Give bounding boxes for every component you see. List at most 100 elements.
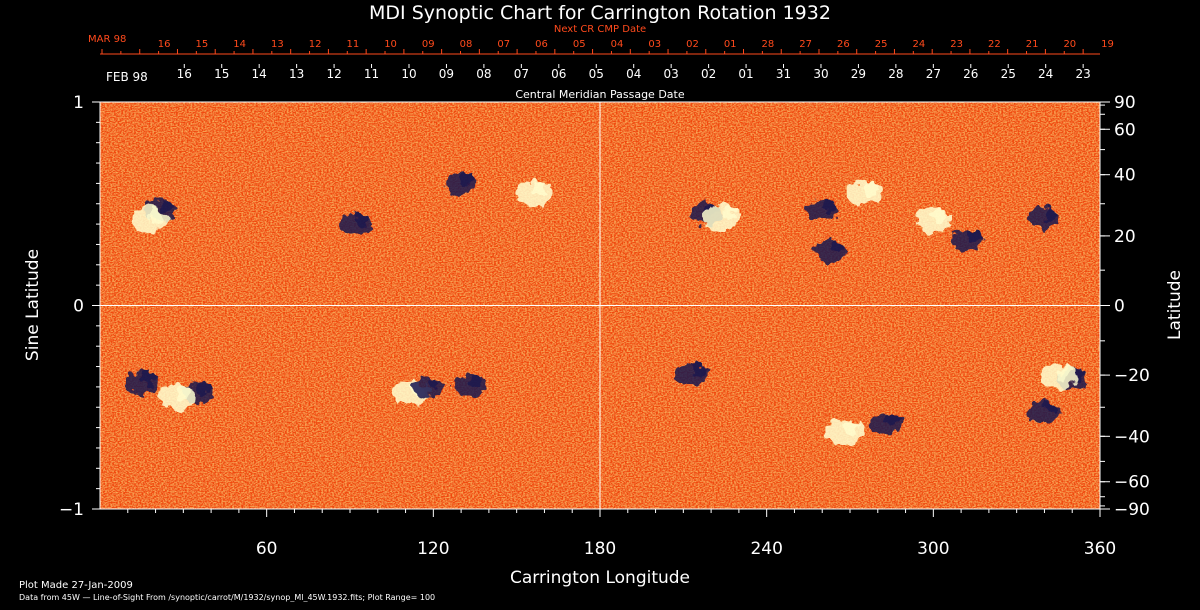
cmp-tick-label: 24 xyxy=(1038,67,1053,81)
x-tick-label: 60 xyxy=(256,539,278,559)
next-cr-axis: Next CR CMP Date MAR 98 16 15 14 13 12 11 10 09… xyxy=(88,24,1114,55)
y-right-tick-label: 90 xyxy=(1114,93,1136,113)
cmp-tick-label: 10 xyxy=(401,67,416,81)
y-right-tick-label: −90 xyxy=(1114,500,1150,520)
cmp-tick-label: 01 xyxy=(738,67,753,81)
cmp-tick-label: 29 xyxy=(851,67,866,81)
cmp-tick-label: 11 xyxy=(364,67,379,81)
next-cr-tick-label: 26 xyxy=(837,39,850,50)
magnetic-region-fragment xyxy=(197,382,210,396)
magnetic-region-positive xyxy=(845,180,883,207)
magnetic-region-fragment xyxy=(830,240,843,253)
next-cr-tick-label: 01 xyxy=(724,39,737,50)
y-left-axis-label: Sine Latitude xyxy=(23,249,43,361)
y-right-tick-label: 60 xyxy=(1114,120,1136,140)
magnetic-region-fragment xyxy=(886,413,899,426)
cmp-axis: FEB 98 16 15 14 13 12 11 10 09 08 07 06 05 04 03 02 01 3… xyxy=(106,64,1091,101)
magnetic-region-fragment xyxy=(966,230,979,243)
next-cr-tick-label: 24 xyxy=(913,39,926,50)
cmp-tick-label: 23 xyxy=(1076,67,1091,81)
magnetic-region-fragment xyxy=(1057,365,1072,380)
y-left-tick-label: −1 xyxy=(59,500,84,520)
next-cr-axis-title: Next CR CMP Date xyxy=(554,24,646,35)
next-cr-tick-label: 04 xyxy=(611,39,624,50)
magnetic-region-positive xyxy=(1040,363,1077,390)
next-cr-tick-label: 19 xyxy=(1101,39,1114,50)
magnetic-region-positive xyxy=(159,384,196,411)
next-cr-tick-label: 11 xyxy=(346,39,359,50)
y-right-tick-label: −40 xyxy=(1114,427,1150,447)
magnetic-region-positive xyxy=(131,207,169,234)
next-cr-tick-label: 09 xyxy=(422,39,435,50)
cmp-tick-label: 30 xyxy=(813,67,828,81)
next-cr-tick-label: 02 xyxy=(686,39,699,50)
cmp-tick-label: 26 xyxy=(963,67,978,81)
magnetic-region-fragment xyxy=(691,364,704,377)
magnetic-region-positive xyxy=(704,204,741,231)
y-right-tick-label: −60 xyxy=(1114,473,1150,493)
next-cr-tick-label: 16 xyxy=(158,39,171,50)
next-cr-start-label: MAR 98 xyxy=(88,34,126,45)
next-cr-tick-label: 05 xyxy=(573,39,586,50)
next-cr-tick-label: 07 xyxy=(497,39,510,50)
next-cr-tick-label: 28 xyxy=(762,39,775,50)
x-axis: 60 120 180 240 300 360 xyxy=(127,509,1116,559)
x-axis-label: Carrington Longitude xyxy=(510,568,690,588)
cmp-start-label: FEB 98 xyxy=(106,70,148,84)
y-right-tick-label: 20 xyxy=(1114,227,1136,247)
magnetic-region-fragment xyxy=(1044,207,1057,221)
cmp-tick-label: 02 xyxy=(701,67,716,81)
cmp-tick-label: 15 xyxy=(214,67,229,81)
magnetic-region-fragment xyxy=(355,214,368,227)
cmp-tick-label: 06 xyxy=(551,67,566,81)
plot-made-note: Plot Made 27-Jan-2009 xyxy=(19,580,133,591)
magnetic-region-positive xyxy=(915,207,952,234)
magnetogram-map xyxy=(99,101,1101,510)
next-cr-tick-label: 03 xyxy=(648,39,661,50)
next-cr-tick-label: 08 xyxy=(460,39,473,50)
x-tick-label: 180 xyxy=(584,539,616,559)
cmp-tick-label: 04 xyxy=(626,67,641,81)
cmp-tick-label: 31 xyxy=(776,67,791,81)
cmp-tick-label: 14 xyxy=(252,67,267,81)
y-right-axis-label: Latitude xyxy=(1165,270,1185,340)
magnetic-region-fragment xyxy=(721,206,736,222)
cmp-tick-label: 05 xyxy=(589,67,604,81)
x-tick-label: 360 xyxy=(1084,539,1116,559)
cmp-tick-label: 03 xyxy=(664,67,679,81)
y-right-tick-label: 0 xyxy=(1114,297,1125,317)
next-cr-tick-label: 10 xyxy=(384,39,397,50)
y-right-tick-label: −20 xyxy=(1114,366,1150,386)
magnetic-region-fragment xyxy=(932,208,947,224)
next-cr-tick-label: 14 xyxy=(233,39,246,50)
magnetic-region-fragment xyxy=(862,182,878,197)
next-cr-tick-label: 27 xyxy=(799,39,812,50)
next-cr-tick-label: 21 xyxy=(1026,39,1039,50)
x-tick-label: 240 xyxy=(750,539,782,559)
y-right-axis: 90 60 40 20 0 −20 −40 −60 −90 xyxy=(1100,93,1150,520)
data-source-note: Data from 45W — Line-of-Sight From /syno… xyxy=(19,593,435,602)
magnetic-region-fragment xyxy=(461,173,474,186)
next-cr-tick-label: 06 xyxy=(535,39,548,50)
cmp-axis-title: Central Meridian Passage Date xyxy=(515,88,684,101)
magnetic-region-positive xyxy=(515,180,552,207)
cmp-tick-label: 07 xyxy=(514,67,529,81)
magnetic-region-fragment xyxy=(161,199,174,212)
y-left-tick-label: 0 xyxy=(73,297,84,317)
x-tick-label: 120 xyxy=(417,539,449,559)
cmp-tick-label: 27 xyxy=(926,67,941,81)
next-cr-tick-label: 20 xyxy=(1063,39,1076,50)
magnetic-region-positive xyxy=(826,418,863,445)
magnetic-region-fragment xyxy=(822,199,835,212)
next-cr-tick-label: 23 xyxy=(950,39,963,50)
next-cr-tick-label: 13 xyxy=(271,39,284,50)
y-left-axis: 1 0 −1 xyxy=(59,93,100,520)
y-right-tick-label: 40 xyxy=(1114,166,1136,186)
magnetic-region-fragment xyxy=(1044,401,1057,414)
chart-title: MDI Synoptic Chart for Carrington Rotati… xyxy=(369,2,831,24)
y-left-tick-label: 1 xyxy=(73,93,84,113)
magnetic-region-fragment xyxy=(148,208,164,224)
next-cr-tick-label: 25 xyxy=(875,39,888,50)
magnetic-region-fragment xyxy=(141,372,154,385)
